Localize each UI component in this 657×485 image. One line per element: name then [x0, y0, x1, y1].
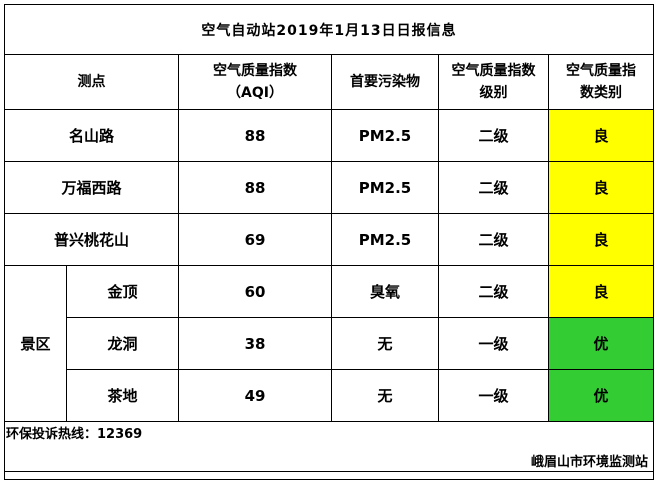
header-row: 测点 空气质量指数 （AQI） 首要污染物 空气质量指数 级别 空气质量指 数类… — [4, 54, 655, 110]
hotline-text: 环保投诉热线：12369 — [6, 427, 143, 442]
site-name: 茶地 — [66, 369, 179, 422]
level-value: 一级 — [438, 317, 549, 370]
aqi-value: 38 — [178, 317, 332, 370]
group-label: 景区 — [4, 265, 67, 422]
site-name: 龙洞 — [66, 317, 179, 370]
aqi-value: 88 — [178, 161, 332, 214]
report-table: 空气自动站2019年1月13日日报信息 测点 空气质量指数 （AQI） 首要污染… — [3, 4, 655, 480]
col-header-category: 空气质量指 数类别 — [547, 54, 655, 110]
col-header-aqi: 空气质量指数 （AQI） — [178, 54, 332, 110]
level-value: 一级 — [438, 369, 549, 422]
pollutant-value: PM2.5 — [331, 161, 439, 214]
table-row: 景区 金顶 60 臭氧 二级 良 — [4, 265, 655, 422]
site-name: 普兴桃花山 — [4, 213, 179, 266]
table-row: 龙洞 38 无 一级 优 — [5, 317, 655, 370]
table-row: 万福西路 88 PM2.5 二级 良 — [4, 161, 655, 214]
title-row: 空气自动站2019年1月13日日报信息 — [3, 4, 655, 55]
category-value: 良 — [547, 265, 655, 318]
empty-cell — [3, 471, 655, 480]
pollutant-value: 无 — [331, 317, 439, 370]
pollutant-value: 无 — [331, 369, 439, 422]
category-value: 良 — [547, 109, 655, 162]
category-value: 优 — [547, 317, 655, 370]
page-title: 空气自动站2019年1月13日日报信息 — [3, 4, 655, 55]
empty-bottom-strip — [3, 471, 655, 480]
level-value: 二级 — [438, 265, 549, 318]
site-name: 万福西路 — [4, 161, 179, 214]
category-value: 良 — [547, 161, 655, 214]
level-value: 二级 — [438, 109, 549, 162]
footer-cell: 环保投诉热线：12369 峨眉山市环境监测站 — [3, 421, 655, 472]
table-row: 茶地 49 无 一级 优 — [5, 369, 655, 422]
col-header-level: 空气质量指数 级别 — [438, 54, 549, 110]
pollutant-value: PM2.5 — [331, 213, 439, 266]
pollutant-value: PM2.5 — [331, 109, 439, 162]
table-row: 普兴桃花山 69 PM2.5 二级 良 — [4, 213, 655, 266]
pollutant-value: 臭氧 — [331, 265, 439, 318]
col-header-site: 测点 — [4, 54, 179, 110]
aqi-value: 60 — [178, 265, 332, 318]
site-name: 名山路 — [4, 109, 179, 162]
station-name: 峨眉山市环境监测站 — [531, 455, 649, 470]
aqi-value: 49 — [178, 369, 332, 422]
aqi-value: 88 — [178, 109, 332, 162]
site-name: 金顶 — [66, 265, 179, 318]
col-header-pollutant: 首要污染物 — [331, 54, 439, 110]
aqi-value: 69 — [178, 213, 332, 266]
level-value: 二级 — [438, 213, 549, 266]
level-value: 二级 — [438, 161, 549, 214]
table-row: 名山路 88 PM2.5 二级 良 — [4, 109, 655, 162]
footer-row: 环保投诉热线：12369 峨眉山市环境监测站 — [3, 421, 655, 472]
category-value: 良 — [547, 213, 655, 266]
category-value: 优 — [547, 369, 655, 422]
